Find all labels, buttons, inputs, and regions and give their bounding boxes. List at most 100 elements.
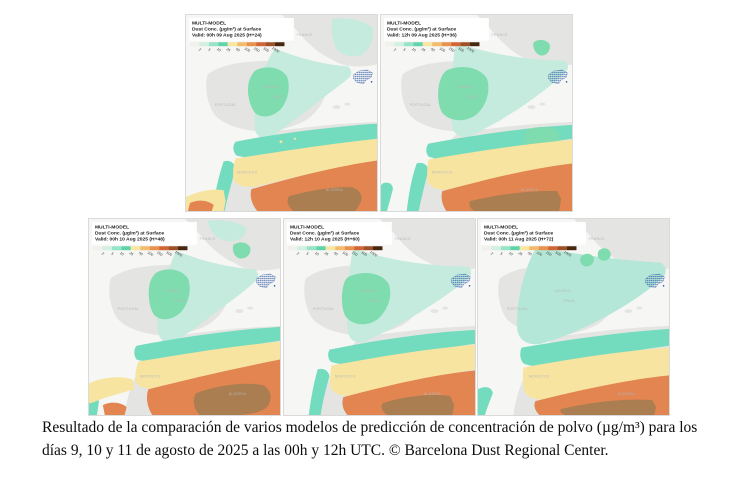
colorbar-segment: [130, 246, 141, 251]
map-place-labels: FRANCE MADRID SPAIN PORTUGAL MOROCCO ALGERIA: [507, 237, 635, 396]
map-legend: MULTI-MODEL Dust Conc. (µg/m³) at Surfac…: [286, 221, 392, 245]
colorbar-segment: [316, 246, 326, 251]
colorbar-tick: 50: [527, 251, 532, 256]
colorbar-segment: [470, 42, 480, 47]
colorbar-segment: [159, 246, 169, 251]
colorbar-tick: 1000: [174, 250, 183, 258]
colorbar-tick: 100: [342, 251, 349, 258]
colorbar-tick: 250: [350, 250, 358, 257]
legend-title: MULTI-MODEL: [192, 20, 226, 26]
legend-title: MULTI-MODEL: [290, 224, 324, 230]
colorbar-segment: [218, 42, 228, 47]
dust-forecast-map-h72: FRANCEMADRIDSPAINPORTUGALMOROCCOALGERIA …: [477, 218, 670, 416]
colorbar-tick: 2: [100, 251, 105, 256]
map-legend: MULTI-MODEL Dust Conc. (µg/m³) at Surfac…: [480, 221, 586, 245]
map-place-label: ALGERIA: [424, 392, 442, 396]
map-legend: MULTI-MODEL Dust Conc. (µg/m³) at Surfac…: [383, 17, 489, 41]
colorbar-segment: [451, 42, 461, 47]
map-place-label: SPAIN: [466, 95, 478, 99]
colorbar-segment: [335, 246, 345, 251]
colorbar-segment: [460, 42, 471, 47]
map-place-label: FRANCE: [200, 237, 217, 241]
dust-overlay: [89, 220, 280, 415]
colorbar-segment: [111, 246, 122, 251]
map-place-label: PORTUGAL: [507, 307, 529, 311]
colorbar-tick: 50: [138, 251, 143, 256]
map-place-label: MOROCCO: [237, 170, 258, 174]
legend-subtitle: Dust Conc. (µg/m³) at Surface: [95, 230, 164, 236]
map-place-label: MADRID: [361, 289, 377, 293]
colorbar-segment: [344, 246, 355, 251]
colorbar-tick: 1000: [466, 46, 475, 54]
colorbar-segment: [149, 246, 160, 251]
legend-valid-time: Valid: 00h 10 Aug 2025 (H+48): [95, 236, 165, 242]
colorbar-tick: 500: [458, 47, 465, 54]
map-legend: MULTI-MODEL Dust Conc. (µg/m³) at Surfac…: [188, 17, 294, 41]
concentration-colorbar: 2 5 10 25 50 100 250 500 1000: [384, 42, 480, 54]
colorbar-tick: 5: [207, 48, 211, 52]
map-place-label: SPAIN: [563, 299, 575, 303]
colorbar-tick: 250: [155, 250, 163, 257]
map-place-label: MOROCCO: [140, 374, 161, 378]
map-place-label: MADRID: [166, 289, 182, 293]
colorbar-tick: 1000: [271, 46, 280, 54]
legend-title: MULTI-MODEL: [387, 20, 421, 26]
map-place-label: FRANCE: [395, 237, 412, 241]
colorbar-segment: [102, 246, 112, 251]
colorbar-segment: [354, 246, 364, 251]
map-legend: MULTI-MODEL Dust Conc. (µg/m³) at Surfac…: [91, 221, 197, 245]
colorbar-segment: [384, 42, 395, 47]
colorbar-tick: 5: [499, 252, 503, 256]
concentration-colorbar: 2 5 10 25 50 100 250 500 1000: [92, 246, 188, 258]
colorbar-segment: [403, 42, 414, 47]
colorbar-segment: [306, 246, 317, 251]
colorbar-segment: [373, 246, 383, 251]
colorbar-tick: 2: [197, 47, 202, 52]
colorbar-tick: 500: [555, 251, 562, 258]
colorbar-segment: [275, 42, 285, 47]
colorbar-tick: 10: [119, 251, 124, 256]
colorbar-tick: 100: [439, 47, 446, 54]
colorbar-tick: 250: [252, 46, 260, 53]
colorbar-tick: 1000: [369, 250, 378, 258]
legend-title: MULTI-MODEL: [95, 224, 129, 230]
colorbar-tick: 10: [508, 251, 513, 256]
map-place-labels: FRANCE MADRID SPAIN PORTUGAL MOROCCO ALGERIA: [410, 33, 538, 192]
dust-forecast-map-h36: FRANCEMADRIDSPAINPORTUGALMOROCCOALGERIA …: [380, 14, 573, 212]
legend-subtitle: Dust Conc. (µg/m³) at Surface: [192, 26, 261, 32]
map-place-label: MOROCCO: [335, 374, 356, 378]
colorbar-segment: [246, 42, 257, 47]
colorbar-tick: 100: [536, 251, 543, 258]
colorbar-segment: [432, 42, 442, 47]
colorbar-segment: [510, 246, 520, 251]
map-place-label: MOROCCO: [432, 170, 453, 174]
legend-subtitle: Dust Conc. (µg/m³) at Surface: [290, 230, 359, 236]
colorbar-tick: 5: [110, 252, 114, 256]
colorbar-tick: 25: [517, 251, 523, 257]
colorbar-tick: 10: [314, 251, 319, 256]
legend-valid-time: Valid: 12h 10 Aug 2025 (H+60): [290, 236, 360, 242]
colorbar-segment: [168, 246, 179, 251]
colorbar-segment: [297, 246, 307, 251]
colorbar-tick: 500: [166, 251, 173, 258]
colorbar-tick: 250: [447, 46, 455, 53]
figure-caption: Resultado de la comparación de varios mo…: [42, 419, 698, 459]
map-place-label: FRANCE: [297, 33, 314, 37]
dust-overlay: [381, 39, 572, 211]
colorbar-segment: [325, 246, 336, 251]
map-place-label: SPAIN: [174, 299, 186, 303]
colorbar-tick: 10: [411, 47, 416, 52]
map-place-label: ALGERIA: [326, 188, 344, 192]
map-place-label: FRANCE: [589, 237, 606, 241]
colorbar-segment: [422, 42, 433, 47]
concentration-colorbar: 2 5 10 25 50 100 250 500 1000: [287, 246, 383, 258]
map-place-label: MADRID: [458, 85, 474, 89]
legend-title: MULTI-MODEL: [484, 224, 518, 230]
dust-overlay: [186, 18, 377, 211]
colorbar-tick: 1000: [563, 250, 572, 258]
legend-valid-time: Valid: 00h 11 Aug 2025 (H+72): [484, 236, 554, 242]
colorbar-tick: 500: [263, 47, 270, 54]
colorbar-segment: [567, 246, 577, 251]
colorbar-segment: [140, 246, 150, 251]
